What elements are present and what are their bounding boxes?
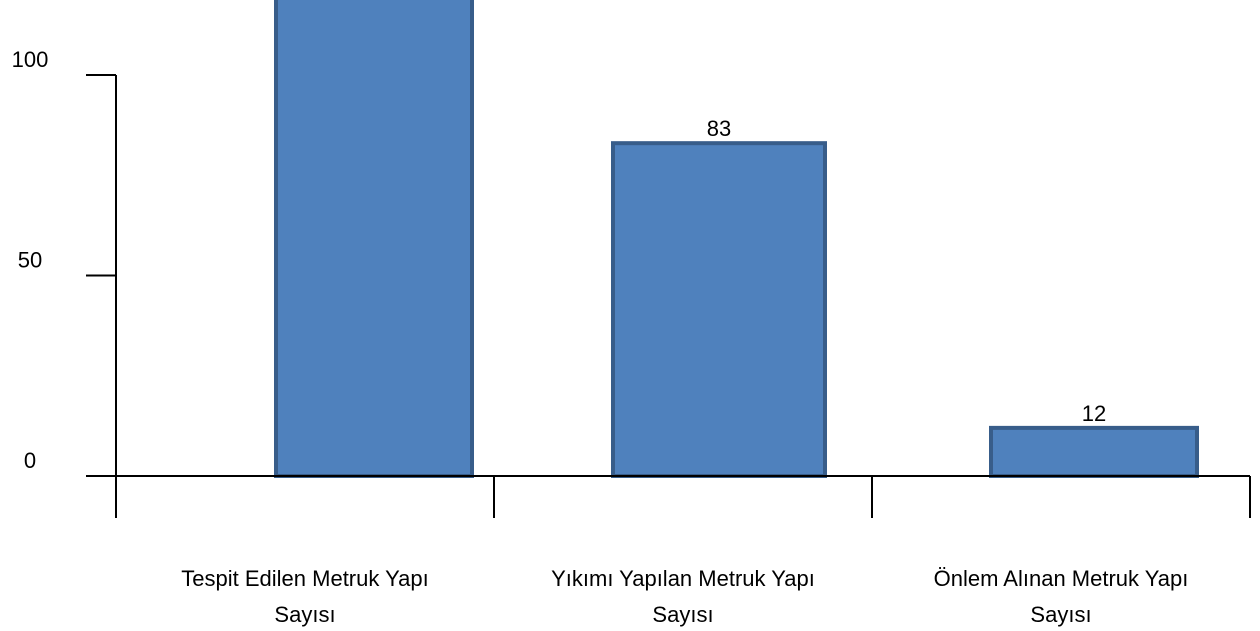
category-label-2-line-1: Yıkımı Yapılan Metruk Yapı <box>551 566 815 591</box>
category-label-1-line-1: Tespit Edilen Metruk Yapı <box>181 566 428 591</box>
data-label-2: 83 <box>707 116 731 141</box>
category-label-1-line-2: Sayısı <box>274 602 335 627</box>
bar-3 <box>989 425 1199 479</box>
y-tick-label-0: 0 <box>24 448 36 473</box>
y-tick-label-100: 100 <box>12 47 49 72</box>
axes-layer <box>86 74 1251 518</box>
labels-layer: 1248312050100Tespit Edilen Metruk YapıSa… <box>12 47 1189 627</box>
category-label-3-line-2: Sayısı <box>1030 602 1091 627</box>
category-label-3-line-1: Önlem Alınan Metruk Yapı <box>934 566 1189 591</box>
y-tick-label-50: 50 <box>18 248 42 273</box>
category-label-2-line-2: Sayısı <box>652 602 713 627</box>
data-label-3: 12 <box>1082 401 1106 426</box>
bar-2 <box>611 141 827 478</box>
bars-layer <box>274 0 1199 479</box>
bar-1 <box>274 0 474 478</box>
